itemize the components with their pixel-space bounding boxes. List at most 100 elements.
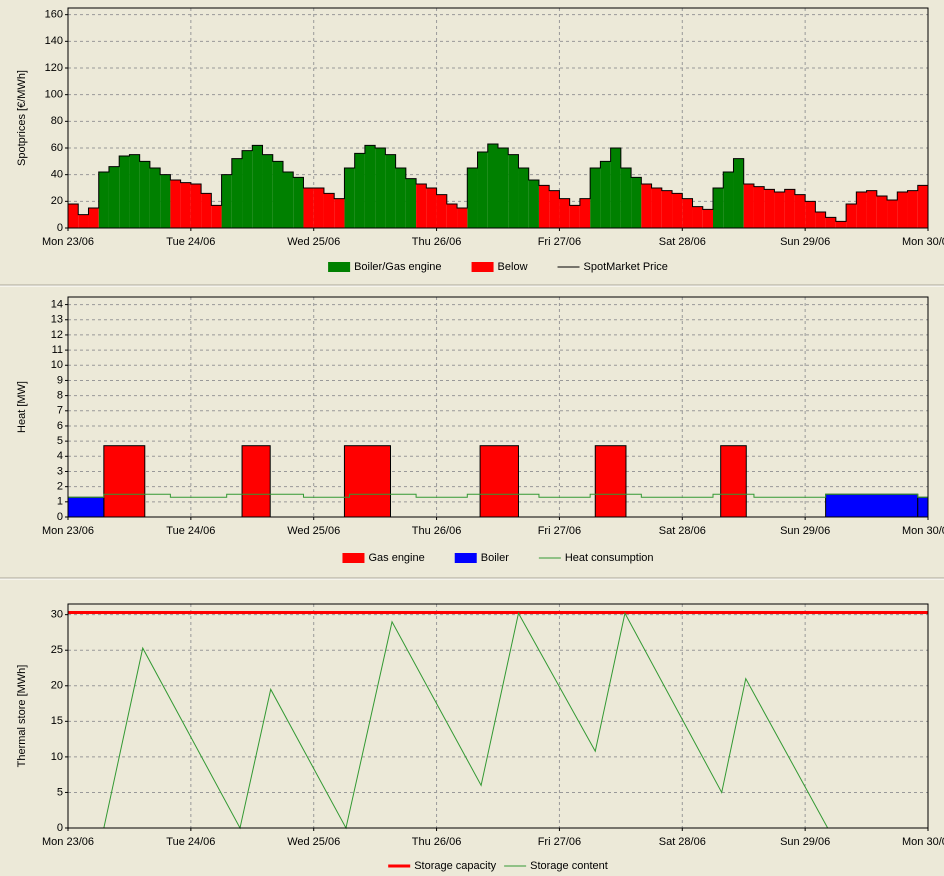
bar: [160, 174, 171, 228]
x-tick-label: Thu 26/06: [412, 236, 462, 248]
y-tick-label: 5: [57, 435, 63, 447]
bar: [856, 192, 867, 228]
bar: [103, 445, 146, 518]
bar: [334, 198, 345, 228]
bar: [897, 192, 908, 228]
bar: [190, 184, 202, 228]
legend-label: Gas engine: [368, 552, 424, 564]
bar: [590, 168, 601, 228]
bar: [313, 188, 324, 228]
bar: [149, 168, 161, 228]
x-tick-label: Sun 29/06: [780, 836, 830, 848]
bar: [733, 158, 744, 228]
x-tick-label: Sat 28/06: [659, 836, 706, 848]
bar: [426, 188, 437, 228]
bar: [395, 168, 406, 228]
x-tick-label: Wed 25/06: [287, 236, 340, 248]
bar: [498, 148, 509, 228]
bar: [743, 184, 754, 228]
bar: [794, 194, 806, 228]
bar: [753, 186, 765, 228]
y-tick-label: 15: [51, 715, 63, 727]
y-tick-label: 0: [57, 511, 63, 523]
y-tick-label: 120: [45, 62, 63, 74]
bar: [825, 217, 836, 228]
bar: [323, 193, 335, 228]
bar: [385, 154, 396, 228]
bar: [641, 184, 652, 228]
bar: [467, 168, 478, 228]
bar: [303, 188, 314, 228]
step-line: [68, 143, 928, 222]
bar: [825, 493, 919, 518]
bar: [805, 201, 816, 228]
bar: [835, 221, 847, 228]
line: [68, 611, 928, 830]
y-tick-label: 3: [57, 465, 63, 477]
bar: [559, 198, 570, 228]
bar: [672, 193, 683, 228]
bar: [201, 193, 212, 228]
bar: [477, 152, 488, 228]
x-tick-label: Mon 30/06: [902, 836, 944, 848]
bar: [723, 172, 734, 228]
x-tick-label: Fri 27/06: [538, 236, 581, 248]
legend-swatch: [342, 553, 365, 563]
y-axis-title: Thermal store [MWh]: [16, 665, 28, 768]
bar: [108, 166, 120, 228]
y-axis-title: Heat [MW]: [16, 381, 28, 433]
bar: [252, 145, 263, 228]
plot-border: [67, 296, 929, 518]
legend-label: Storage capacity: [414, 860, 496, 872]
x-tick-label: Mon 23/06: [42, 525, 94, 537]
bar: [67, 496, 105, 518]
legend-swatch: [454, 553, 477, 563]
x-tick-label: Mon 23/06: [42, 236, 94, 248]
bar: [610, 148, 621, 228]
y-tick-label: 10: [51, 359, 63, 371]
bar: [594, 445, 627, 518]
bar: [479, 445, 519, 518]
bar: [774, 192, 785, 228]
bar: [528, 180, 539, 228]
legend-swatch: [471, 262, 494, 272]
y-tick-label: 8: [57, 390, 63, 402]
bar: [692, 206, 703, 228]
bar: [876, 196, 888, 228]
legend-swatch: [328, 262, 351, 272]
bar: [600, 161, 611, 228]
bar: [549, 190, 560, 228]
y-tick-label: 0: [57, 222, 63, 234]
bar: [917, 185, 928, 228]
y-tick-label: 30: [51, 609, 63, 621]
y-tick-label: 160: [45, 9, 63, 21]
bar: [68, 204, 79, 228]
bar: [620, 168, 632, 228]
bar: [293, 177, 304, 228]
x-tick-label: Sun 29/06: [780, 525, 830, 537]
y-tick-label: 140: [45, 35, 63, 47]
bar: [651, 188, 662, 228]
bar: [170, 180, 181, 228]
bar: [242, 150, 253, 228]
bar: [631, 177, 642, 228]
y-tick-label: 25: [51, 644, 63, 656]
x-tick-label: Sun 29/06: [780, 236, 830, 248]
x-tick-label: Mon 30/06: [902, 525, 944, 537]
y-tick-label: 40: [51, 169, 63, 181]
y-tick-label: 14: [51, 298, 63, 310]
y-tick-label: 60: [51, 142, 63, 154]
bar: [364, 145, 376, 228]
legend-label: SpotMarket Price: [584, 261, 668, 273]
bar: [283, 172, 294, 228]
bar: [436, 194, 447, 228]
y-tick-label: 20: [51, 195, 63, 207]
bar: [538, 185, 550, 228]
bar: [569, 205, 580, 228]
x-tick-label: Sat 28/06: [659, 525, 706, 537]
plot-border: [67, 603, 929, 829]
bar: [405, 178, 417, 228]
legend-label: Below: [498, 261, 528, 273]
